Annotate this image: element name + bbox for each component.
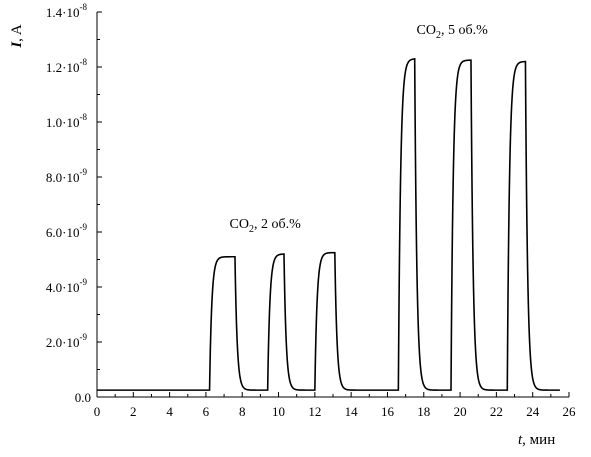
plot-area bbox=[97, 58, 560, 391]
y-axis-title: I, A bbox=[9, 24, 25, 49]
annotation-rest: , 5 об.% bbox=[441, 23, 488, 38]
x-tick-label: 14 bbox=[345, 404, 359, 419]
y-tick-label: 1.0·10-8 bbox=[46, 112, 88, 130]
annotation-subscript: 2 bbox=[249, 224, 254, 235]
x-tick-label: 18 bbox=[417, 404, 430, 419]
annotation-rest: , 2 об.% bbox=[254, 217, 301, 232]
annotation-label: CO2, 2 об.% bbox=[230, 217, 302, 235]
x-tick-label: 2 bbox=[130, 404, 137, 419]
annotation-label: CO2, 5 об.% bbox=[417, 23, 489, 41]
annotation-subscript: 2 bbox=[436, 30, 441, 41]
y-tick-exponent: -9 bbox=[80, 277, 88, 287]
x-axis-var: t bbox=[518, 432, 523, 448]
y-tick-label: 1.2·10-8 bbox=[46, 57, 88, 75]
x-axis-unit: , мин bbox=[522, 432, 555, 448]
x-tick-label: 8 bbox=[239, 404, 246, 419]
y-tick-exponent: -8 bbox=[80, 57, 88, 67]
y-axis-unit: , A bbox=[9, 24, 25, 42]
y-tick-exponent: -9 bbox=[80, 222, 88, 232]
y-tick-label: 8.0·10-9 bbox=[46, 167, 88, 185]
x-tick-label: 10 bbox=[272, 404, 285, 419]
x-axis-title: t, мин bbox=[518, 432, 555, 448]
x-tick-label: 26 bbox=[563, 404, 577, 419]
x-tick-label: 4 bbox=[166, 404, 173, 419]
x-tick-label: 22 bbox=[490, 404, 503, 419]
y-tick-label: 0.0 bbox=[75, 390, 91, 405]
y-axis-var: I bbox=[9, 41, 25, 49]
y-tick-label: 6.0·10-9 bbox=[46, 222, 88, 240]
x-tick-label: 6 bbox=[203, 404, 210, 419]
annotations: CO2, 2 об.% CO2, 5 об.% bbox=[230, 23, 489, 235]
x-tick-label: 20 bbox=[454, 404, 467, 419]
x-tick-label: 24 bbox=[526, 404, 540, 419]
y-tick-exponent: -8 bbox=[80, 2, 88, 12]
y-tick-exponent: -8 bbox=[80, 112, 88, 122]
x-tick-label: 16 bbox=[381, 404, 395, 419]
data-line bbox=[97, 58, 560, 391]
y-tick-label: 1.4·10-8 bbox=[46, 2, 88, 20]
y-tick-label: 4.0·10-9 bbox=[46, 277, 88, 295]
x-tick-label: 0 bbox=[94, 404, 101, 419]
y-tick-exponent: -9 bbox=[80, 332, 88, 342]
y-tick-exponent: -9 bbox=[80, 167, 88, 177]
x-tick-label: 12 bbox=[308, 404, 321, 419]
y-tick-label: 2.0·10-9 bbox=[46, 332, 88, 350]
y-ticks: 0.0 2.0·10-9 4.0·10-9 6.0·10-9 8.0·10-9 1.0·1… bbox=[46, 2, 102, 405]
x-ticks: 0 2 4 6 8 10 12 14 16 18 20 22 24 26 bbox=[94, 392, 576, 419]
